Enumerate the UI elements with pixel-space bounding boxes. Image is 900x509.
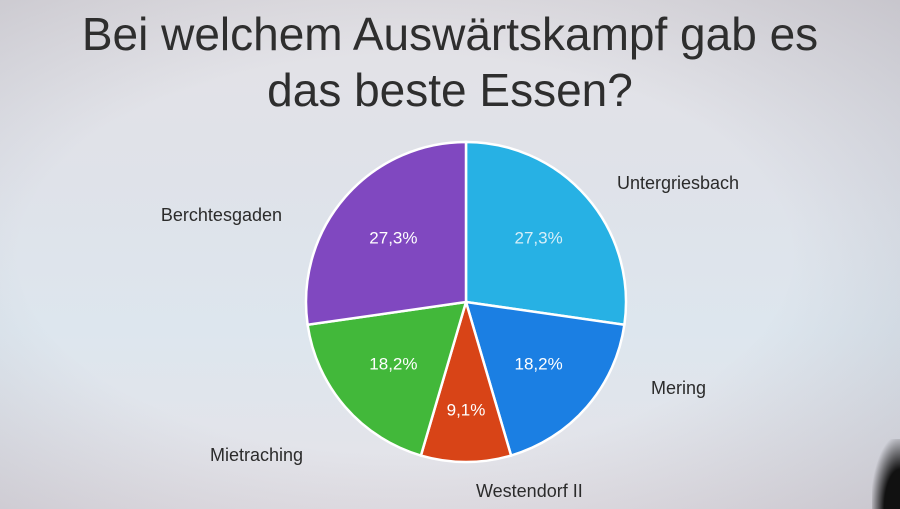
pie-category-label: Westendorf II [476,481,583,501]
slide-title: Bei welchem Auswärtskampf gab es das bes… [0,6,900,118]
corner-shadow [872,439,900,509]
slide-title-line-1: Bei welchem Auswärtskampf gab es [81,8,819,60]
pie-slice-mietraching [306,300,468,458]
pie-percent-label: 9,1% [447,400,486,419]
pie-percent-label: 18,2% [514,354,562,373]
pie-slice-untergriesbach [464,140,628,327]
pie-percent-label: 18,2% [369,354,417,373]
pie-slices [304,140,628,464]
pie-percent-label: 27,3% [514,229,562,248]
pie-category-label: Mering [651,378,706,398]
pie-category-label: Berchtesgaden [161,205,282,225]
pie-slice-berchtesgaden [304,140,468,327]
pie-percent-label: 27,3% [369,229,417,248]
pie-category-label: Mietraching [210,445,303,465]
pie-slice-westendorf-ii [419,297,513,464]
pie-slice-mering [464,300,626,458]
slide-title-line-2: das beste Essen? [267,64,633,116]
pie-category-label: Untergriesbach [617,173,739,193]
pie-labels: 27,3% Untergriesbach 18,2% Mering 9,1% Westen… [161,173,739,501]
